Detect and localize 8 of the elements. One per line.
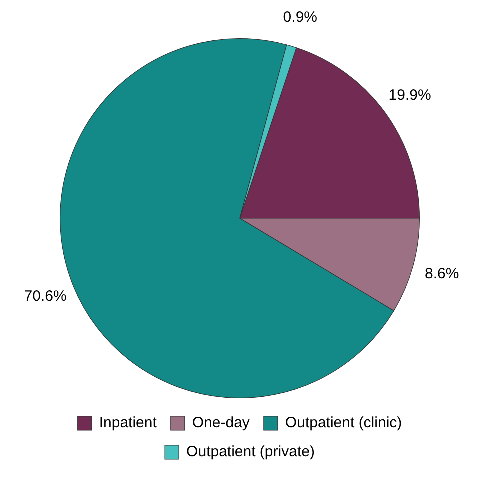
legend-label: One-day bbox=[192, 414, 250, 432]
data-label: 19.9% bbox=[388, 86, 432, 104]
legend-label: Outpatient (private) bbox=[186, 444, 315, 461]
data-label: 70.6% bbox=[24, 288, 67, 306]
data-label: 0.9% bbox=[283, 8, 318, 26]
legend-label: Outpatient (clinic) bbox=[285, 414, 402, 432]
legend-label: Inpatient bbox=[99, 414, 158, 432]
data-label: 8.6% bbox=[424, 266, 460, 283]
